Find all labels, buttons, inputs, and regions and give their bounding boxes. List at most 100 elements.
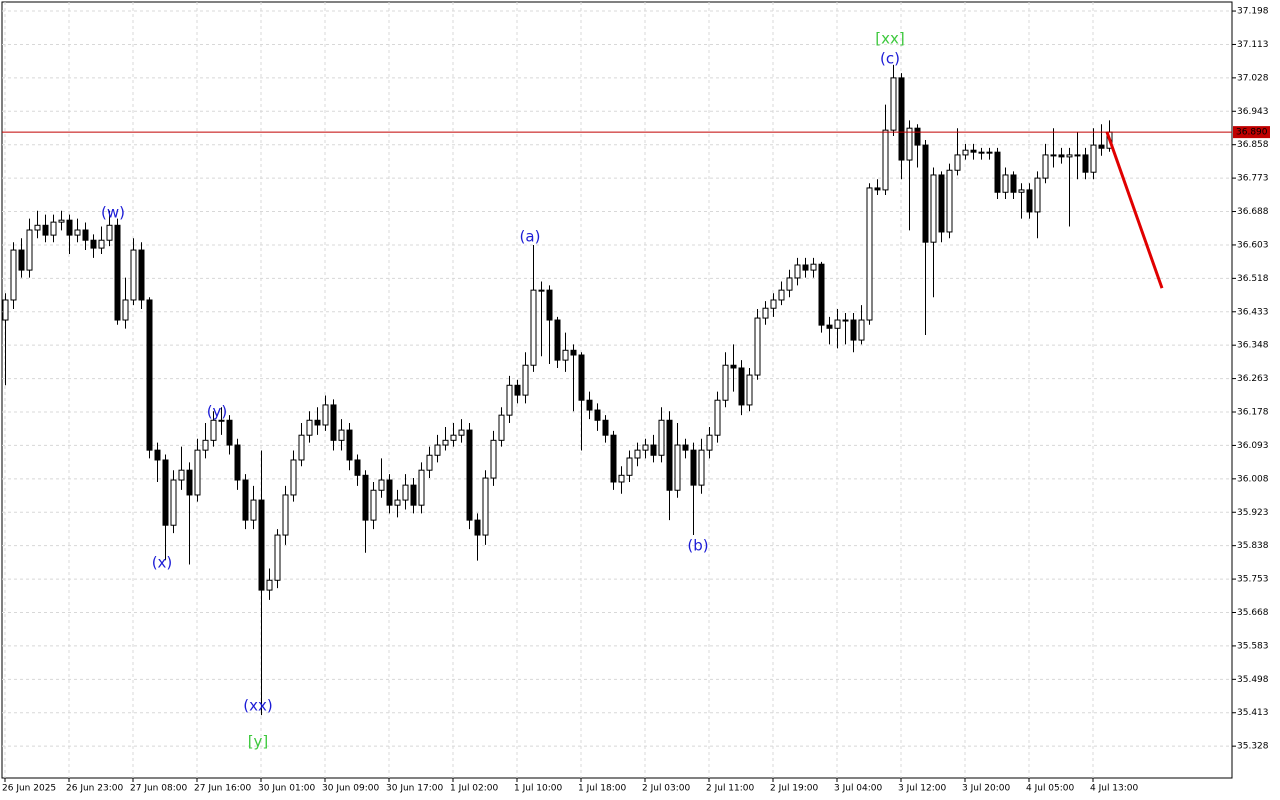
candle-body (1082, 154, 1089, 173)
x-tick-label: 26 Jun 23:00 (66, 784, 123, 794)
candle-body (42, 224, 49, 236)
candle-body (522, 364, 529, 396)
candle-body (794, 264, 801, 279)
x-tick-label: 1 Jul 02:00 (450, 784, 499, 794)
plot-frame (1, 1, 1233, 779)
y-tick-label: 36.603 (1237, 240, 1269, 250)
candle-body (538, 289, 545, 292)
candle-body (274, 534, 281, 581)
candle-body (410, 484, 417, 506)
y-tick-label: 35.668 (1237, 608, 1269, 618)
candle-body (778, 289, 785, 301)
y-tick-label: 35.583 (1237, 641, 1269, 651)
candle-body (746, 374, 753, 406)
y-tick-label: 36.178 (1237, 408, 1269, 418)
candle-body (914, 127, 921, 146)
candle-body (178, 469, 185, 481)
x-tick-label: 27 Jun 16:00 (194, 784, 251, 794)
x-tick-label: 27 Jun 08:00 (130, 784, 187, 794)
candle-body (1098, 144, 1105, 149)
x-tick-label: 1 Jul 18:00 (578, 784, 627, 794)
wave-label: [y] (248, 733, 269, 751)
candle-body (1058, 154, 1065, 158)
candle-body (802, 264, 809, 271)
y-tick-label: 35.328 (1237, 742, 1269, 752)
candle-body (434, 444, 441, 456)
candle-body (306, 419, 313, 436)
candle-body (426, 454, 433, 471)
candle-body (50, 221, 57, 236)
candle-body (658, 419, 665, 456)
candle-body (138, 249, 145, 301)
candle-body (618, 474, 625, 483)
candle-body (82, 229, 89, 241)
candle-body (610, 434, 617, 483)
x-tick-label: 4 Jul 05:00 (1026, 784, 1075, 794)
candle-body (1002, 174, 1009, 193)
x-tick-label: 2 Jul 03:00 (642, 784, 691, 794)
candle-body (98, 239, 105, 249)
y-tick-label: 36.348 (1237, 341, 1269, 351)
x-tick-label: 30 Jun 09:00 (322, 784, 379, 794)
candle-body (18, 249, 25, 271)
candle-body (34, 224, 41, 231)
candle-body (458, 429, 465, 436)
candle-body (314, 419, 321, 426)
candle-body (1074, 154, 1081, 157)
x-tick-label: 30 Jun 01:00 (258, 784, 315, 794)
candle-body (962, 149, 969, 156)
candle-body (482, 477, 489, 536)
candle-body (994, 151, 1001, 193)
candle-body (282, 494, 289, 536)
candle-body (554, 319, 561, 361)
candle-body (922, 144, 929, 243)
y-tick-label: 36.858 (1237, 140, 1269, 150)
candle-body (106, 224, 113, 241)
candle-body (1010, 174, 1017, 193)
candle-body (514, 384, 521, 396)
candle-body (58, 219, 65, 223)
candle-body (770, 299, 777, 309)
x-tick-label: 3 Jul 20:00 (962, 784, 1011, 794)
candle-body (394, 499, 401, 506)
candle-body (986, 151, 993, 154)
y-tick-label: 36.773 (1237, 174, 1269, 184)
candle-body (218, 419, 225, 422)
candle-body (1034, 177, 1041, 213)
candle-body (226, 419, 233, 446)
candle-body (258, 499, 265, 591)
candle-body (154, 449, 161, 461)
x-tick-label: 2 Jul 11:00 (706, 784, 755, 794)
y-tick-label: 35.498 (1237, 675, 1269, 685)
x-tick-label: 1 Jul 10:00 (514, 784, 563, 794)
candle-body (2, 299, 9, 321)
candle-body (74, 229, 81, 236)
x-tick-label: 30 Jun 17:00 (386, 784, 443, 794)
y-tick-label: 37.028 (1237, 73, 1269, 83)
candle-body (266, 579, 273, 591)
candle-body (634, 449, 641, 459)
candle-body (490, 439, 497, 479)
y-tick-label: 36.433 (1237, 307, 1269, 317)
candle-body (946, 169, 953, 233)
candle-body (338, 429, 345, 441)
candle-body (498, 414, 505, 441)
candle-body (202, 439, 209, 451)
candle-body (386, 479, 393, 506)
y-tick-label: 36.263 (1237, 374, 1269, 384)
candle-body (298, 434, 305, 461)
y-tick-label: 36.688 (1237, 207, 1269, 217)
candle-body (346, 429, 353, 461)
wave-label: (w) (101, 204, 125, 222)
candle-body (418, 469, 425, 506)
candle-body (530, 289, 537, 366)
candle-body (834, 319, 841, 329)
y-tick-label: 35.413 (1237, 708, 1269, 718)
candle-body (850, 319, 857, 341)
candle-body (890, 77, 897, 131)
candle-body (162, 459, 169, 526)
y-tick-label: 36.518 (1237, 274, 1269, 284)
candle-body (682, 444, 689, 451)
y-tick-label: 35.753 (1237, 575, 1269, 585)
